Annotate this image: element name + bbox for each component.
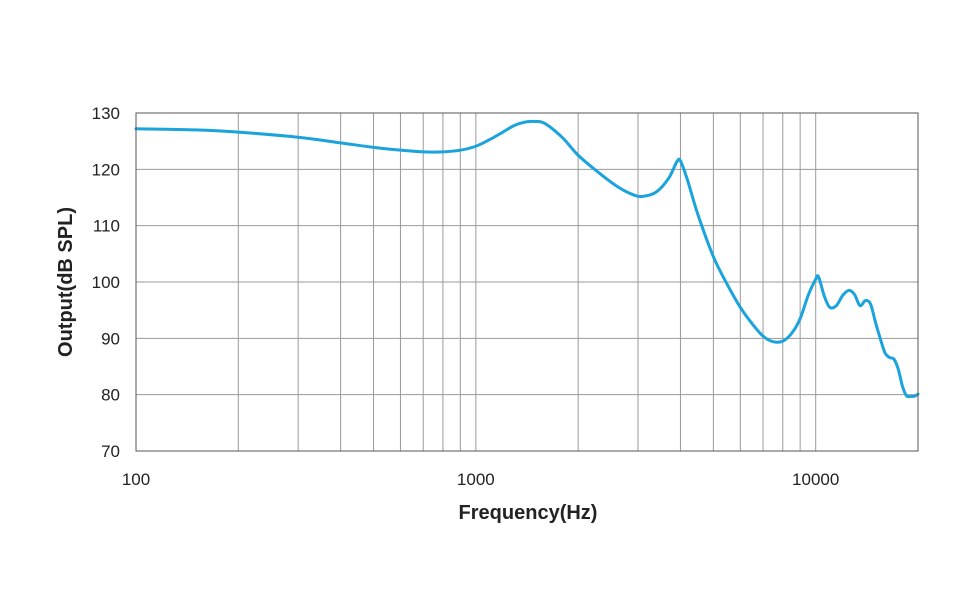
y-tick-label: 90	[101, 329, 120, 348]
y-tick-label: 120	[92, 160, 120, 179]
y-tick-label: 70	[101, 442, 120, 461]
y-tick-label: 100	[92, 273, 120, 292]
tick-labels: 70 80 90 100 110 120 130 100 1000 10000	[92, 104, 840, 489]
y-tick-label: 110	[93, 217, 120, 236]
x-tick-label: 100	[122, 470, 150, 489]
y-tick-label: 80	[101, 386, 120, 405]
x-axis-title: Frequency(Hz)	[459, 502, 598, 524]
y-tick-label: 130	[92, 104, 120, 123]
series-layer	[134, 119, 920, 399]
y-axis-title: Output(dB SPL)	[55, 207, 77, 357]
plot-frame	[135, 112, 919, 452]
x-tick-label: 1000	[457, 470, 495, 489]
series-line-0	[134, 119, 920, 399]
x-tick-label: 10000	[792, 470, 839, 489]
